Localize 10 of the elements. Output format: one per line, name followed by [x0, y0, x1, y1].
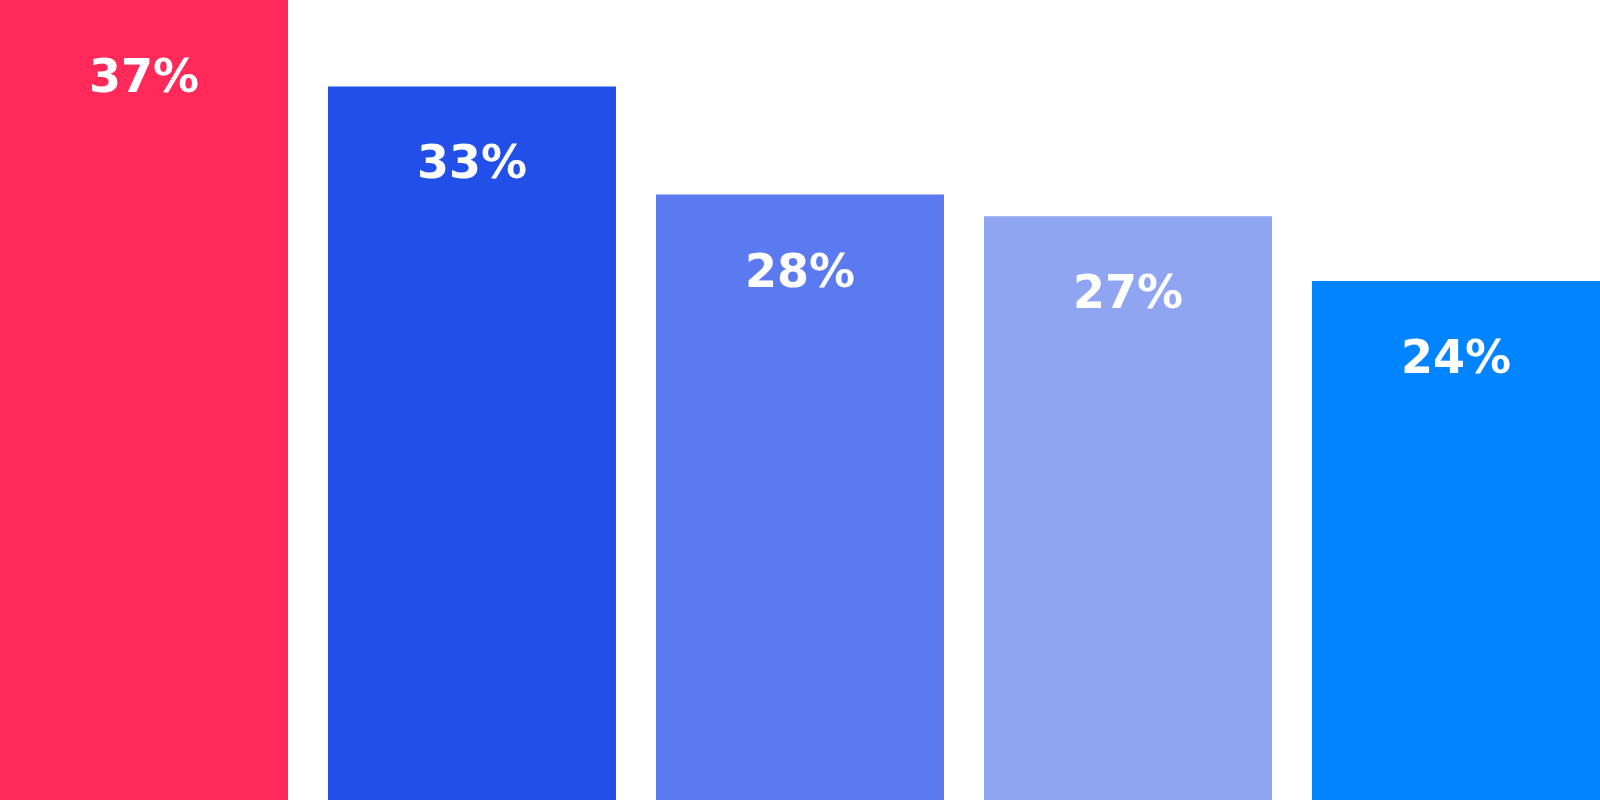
data-label: 27% — [1072, 265, 1184, 320]
data-label: 37% — [88, 49, 200, 103]
data-label: 24% — [1400, 330, 1512, 385]
bar — [0, 0, 288, 800]
bar — [984, 216, 1272, 800]
bar — [656, 194, 944, 800]
bar — [1312, 281, 1600, 800]
bar — [328, 86, 616, 800]
data-label: 33% — [416, 135, 528, 190]
data-label: 28% — [744, 243, 856, 298]
